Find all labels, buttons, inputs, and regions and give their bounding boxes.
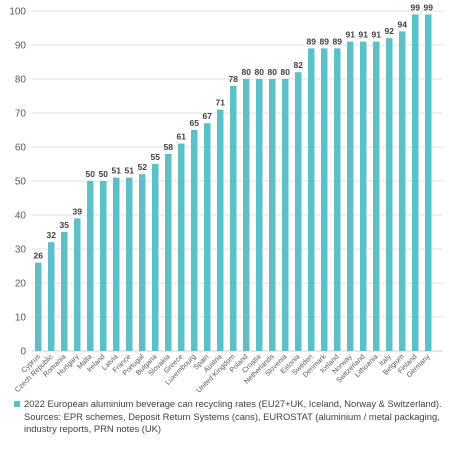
bar-value-label: 52 <box>138 162 148 172</box>
bar <box>321 48 328 352</box>
bar <box>269 79 276 351</box>
bar <box>35 262 42 351</box>
bar-value-label: 67 <box>203 111 213 121</box>
bar <box>399 31 406 352</box>
bar-value-label: 35 <box>60 220 70 230</box>
bar-value-label: 89 <box>320 36 330 46</box>
bar <box>295 72 302 351</box>
bar <box>113 177 120 351</box>
bar-value-label: 94 <box>398 19 408 29</box>
bar-value-label: 71 <box>216 98 226 108</box>
y-tick-label: 100 <box>9 7 26 18</box>
bar-value-label: 65 <box>190 118 200 128</box>
bar <box>282 79 289 351</box>
bar-value-label: 80 <box>242 67 252 77</box>
bar-value-label: 39 <box>73 206 83 216</box>
bar <box>178 143 185 351</box>
bar-value-label: 32 <box>47 230 57 240</box>
bar <box>100 181 107 351</box>
y-tick-label: 80 <box>15 75 27 86</box>
bar <box>87 181 94 351</box>
bar <box>61 232 68 351</box>
bar <box>256 79 263 351</box>
bar <box>139 174 146 351</box>
y-tick-label: 50 <box>15 177 27 188</box>
bar-value-label: 82 <box>294 60 304 70</box>
bar-value-label: 50 <box>86 169 96 179</box>
bar <box>412 14 419 352</box>
bar-value-label: 91 <box>372 30 382 40</box>
bar <box>386 38 393 351</box>
bar-value-label: 92 <box>385 26 395 36</box>
legend-swatch <box>14 401 20 407</box>
bar-value-label: 99 <box>411 2 421 12</box>
bar <box>126 177 133 351</box>
bar-value-label: 89 <box>333 36 343 46</box>
y-tick-label: 70 <box>15 109 27 120</box>
legend-label: 2022 European aluminium beverage can rec… <box>24 398 442 435</box>
bar <box>204 123 211 351</box>
bar-value-label: 89 <box>307 36 317 46</box>
bar-value-label: 58 <box>164 142 174 152</box>
y-tick-label: 90 <box>15 41 27 52</box>
legend: 2022 European aluminium beverage can rec… <box>14 398 444 436</box>
bar <box>308 48 315 352</box>
bar <box>243 79 250 351</box>
y-tick-label: 60 <box>15 143 27 154</box>
bar <box>425 14 432 352</box>
bar-value-label: 51 <box>125 166 135 176</box>
bar <box>360 41 367 351</box>
bar-value-label: 80 <box>268 67 278 77</box>
bar <box>48 242 55 351</box>
y-tick-label: 20 <box>15 279 27 290</box>
y-tick-label: 0 <box>20 347 26 358</box>
y-tick-label: 10 <box>15 313 27 324</box>
bar <box>74 218 81 351</box>
bar-value-label: 51 <box>112 166 122 176</box>
bar <box>347 41 354 351</box>
y-tick-label: 30 <box>15 245 27 256</box>
bar <box>217 109 224 351</box>
bar-value-label: 50 <box>99 169 109 179</box>
bar-value-label: 80 <box>255 67 265 77</box>
bar-value-label: 55 <box>151 152 161 162</box>
bar <box>152 164 159 351</box>
bar-value-label: 91 <box>346 30 356 40</box>
bar-value-label: 78 <box>229 74 239 84</box>
bar-value-label: 91 <box>359 30 369 40</box>
bar <box>165 153 172 351</box>
bar <box>334 48 341 352</box>
bar <box>191 130 198 351</box>
bar-value-label: 80 <box>281 67 291 77</box>
bar-value-label: 99 <box>424 2 434 12</box>
bar-value-label: 26 <box>34 251 44 261</box>
bar-value-label: 61 <box>177 132 187 142</box>
bar <box>230 85 237 352</box>
bar <box>373 41 380 351</box>
y-tick-label: 40 <box>15 211 27 222</box>
